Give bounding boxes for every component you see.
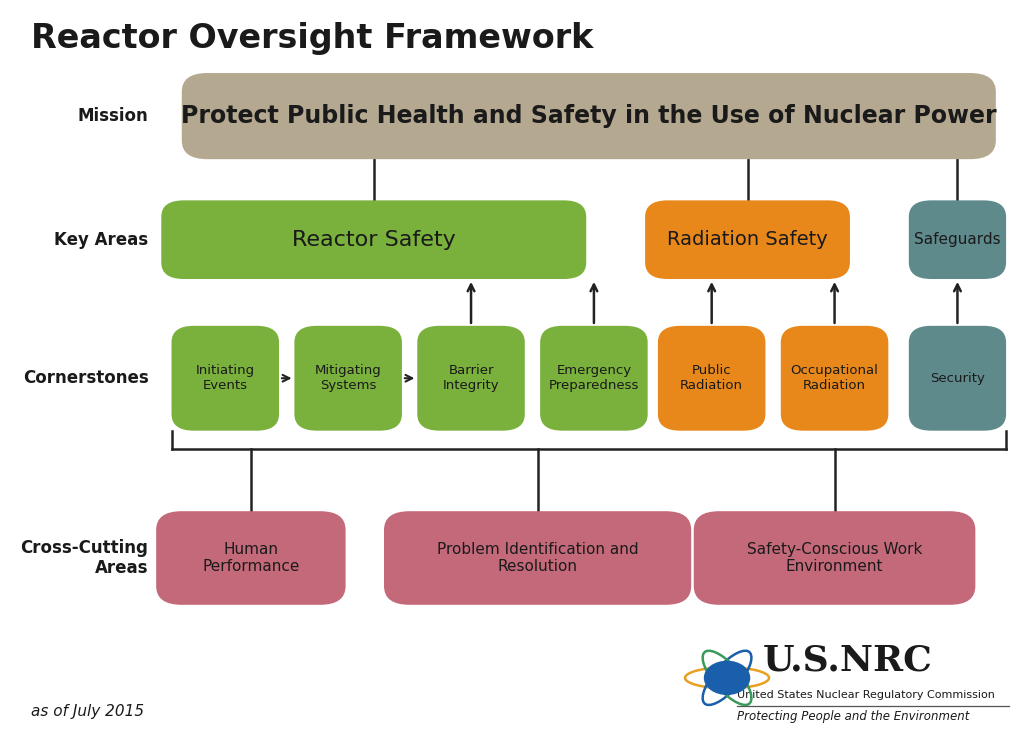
- Text: Safeguards: Safeguards: [914, 232, 1000, 247]
- Text: Mitigating
Systems: Mitigating Systems: [314, 364, 382, 392]
- Text: Initiating
Events: Initiating Events: [196, 364, 255, 392]
- Text: Key Areas: Key Areas: [54, 231, 148, 249]
- Text: Safety-Conscious Work
Environment: Safety-Conscious Work Environment: [746, 542, 923, 574]
- FancyBboxPatch shape: [172, 326, 279, 431]
- FancyBboxPatch shape: [156, 511, 346, 605]
- Text: Radiation Safety: Radiation Safety: [668, 230, 827, 249]
- Text: Problem Identification and
Resolution: Problem Identification and Resolution: [437, 542, 638, 574]
- Text: Occupational
Radiation: Occupational Radiation: [791, 364, 879, 392]
- Text: Reactor Safety: Reactor Safety: [292, 230, 456, 249]
- Text: Barrier
Integrity: Barrier Integrity: [442, 364, 500, 392]
- FancyBboxPatch shape: [780, 326, 888, 431]
- FancyBboxPatch shape: [181, 73, 995, 160]
- Text: Public
Radiation: Public Radiation: [680, 364, 743, 392]
- Text: Mission: Mission: [78, 107, 148, 125]
- FancyBboxPatch shape: [295, 326, 401, 431]
- FancyBboxPatch shape: [909, 326, 1006, 431]
- FancyBboxPatch shape: [541, 326, 647, 431]
- FancyBboxPatch shape: [657, 326, 765, 431]
- FancyBboxPatch shape: [645, 200, 850, 279]
- Text: Cross-Cutting
Areas: Cross-Cutting Areas: [20, 539, 148, 577]
- Text: Human
Performance: Human Performance: [202, 542, 300, 574]
- Text: as of July 2015: as of July 2015: [31, 704, 143, 719]
- Text: Security: Security: [930, 372, 985, 385]
- Text: Reactor Oversight Framework: Reactor Oversight Framework: [31, 22, 593, 55]
- Circle shape: [705, 661, 750, 694]
- Text: Protect Public Health and Safety in the Use of Nuclear Power: Protect Public Health and Safety in the …: [181, 104, 996, 128]
- FancyBboxPatch shape: [418, 326, 525, 431]
- Text: U.S.NRC: U.S.NRC: [763, 643, 933, 678]
- FancyBboxPatch shape: [909, 200, 1006, 279]
- Text: Cornerstones: Cornerstones: [23, 369, 148, 387]
- FancyBboxPatch shape: [384, 511, 691, 605]
- Text: Protecting People and the Environment: Protecting People and the Environment: [737, 710, 970, 724]
- Text: Emergency
Preparedness: Emergency Preparedness: [549, 364, 639, 392]
- Text: United States Nuclear Regulatory Commission: United States Nuclear Regulatory Commiss…: [737, 690, 995, 700]
- FancyBboxPatch shape: [694, 511, 975, 605]
- FancyBboxPatch shape: [162, 200, 586, 279]
